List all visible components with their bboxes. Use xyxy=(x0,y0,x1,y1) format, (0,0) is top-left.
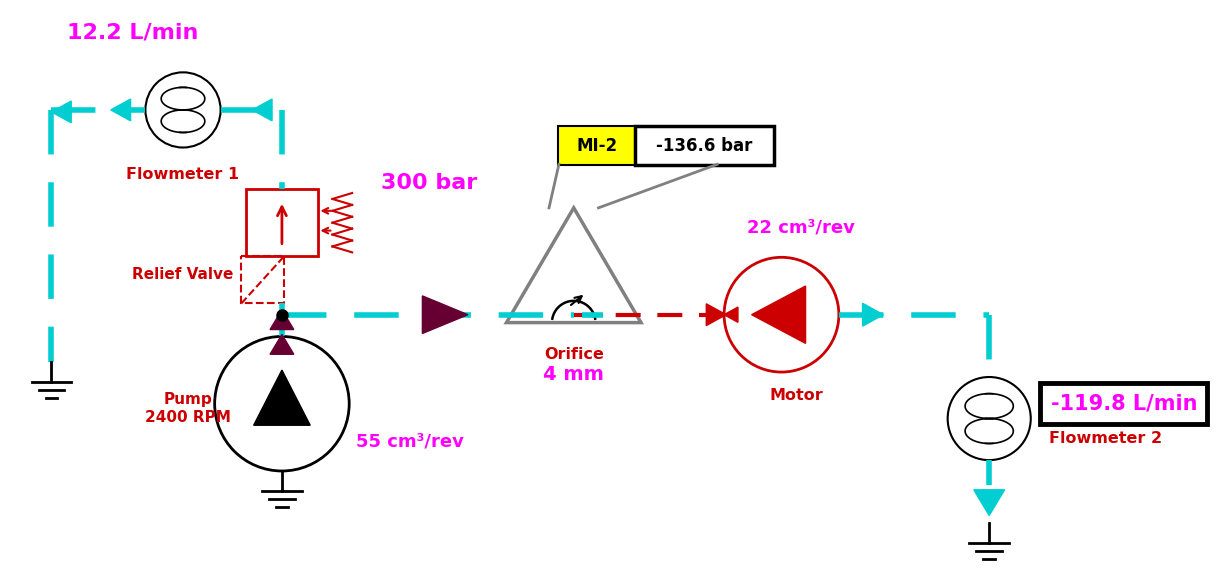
Polygon shape xyxy=(707,304,726,325)
Text: Relief Valve: Relief Valve xyxy=(132,266,234,282)
Text: Pump
2400 RPM: Pump 2400 RPM xyxy=(145,393,231,425)
Text: 55 cm³/rev: 55 cm³/rev xyxy=(356,432,464,450)
Polygon shape xyxy=(270,335,294,354)
Polygon shape xyxy=(752,286,805,343)
Polygon shape xyxy=(111,99,130,121)
Text: -119.8 L/min: -119.8 L/min xyxy=(1050,394,1197,414)
Polygon shape xyxy=(270,310,294,329)
Text: 300 bar: 300 bar xyxy=(380,173,478,193)
Text: Orifice: Orifice xyxy=(544,347,603,362)
Bar xyxy=(246,189,318,256)
Text: 22 cm³/rev: 22 cm³/rev xyxy=(747,219,856,237)
Text: Motor: Motor xyxy=(769,388,824,403)
Polygon shape xyxy=(863,303,884,326)
Text: 12.2 L/min: 12.2 L/min xyxy=(68,23,198,43)
Polygon shape xyxy=(52,101,71,123)
Polygon shape xyxy=(254,370,310,425)
Text: 4 mm: 4 mm xyxy=(543,364,604,383)
Polygon shape xyxy=(422,296,468,333)
Text: -136.6 bar: -136.6 bar xyxy=(656,136,752,155)
FancyBboxPatch shape xyxy=(635,125,773,166)
Polygon shape xyxy=(724,307,737,322)
Text: MI-2: MI-2 xyxy=(577,136,618,155)
Text: Flowmeter 1: Flowmeter 1 xyxy=(127,167,240,182)
FancyBboxPatch shape xyxy=(558,125,638,166)
Polygon shape xyxy=(252,99,272,121)
Text: Flowmeter 2: Flowmeter 2 xyxy=(1049,431,1162,446)
Polygon shape xyxy=(974,490,1004,516)
Bar xyxy=(241,256,284,304)
